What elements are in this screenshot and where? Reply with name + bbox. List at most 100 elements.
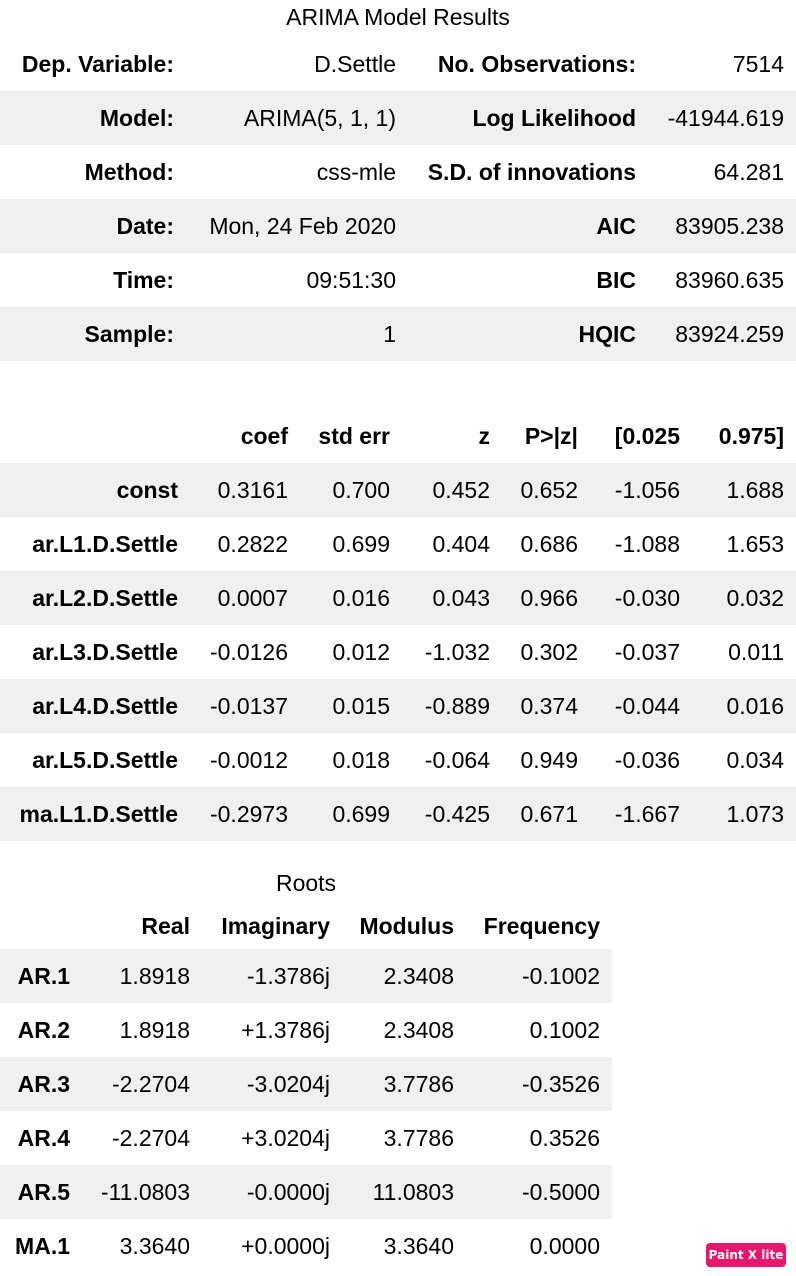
coef-column-header: coef <box>240 422 288 449</box>
coef-value: -0.064 <box>424 746 490 773</box>
roots-column-header: Imaginary <box>221 912 330 939</box>
roots-column-header: Modulus <box>359 912 454 939</box>
summary-value: 83960.635 <box>675 266 784 293</box>
coef-value: -1.056 <box>590 463 692 517</box>
summary-row: Method: css-mle S.D. of innovations 64.281 <box>0 145 796 199</box>
coef-value: 0.012 <box>332 638 390 665</box>
roots-column-header: Frequency <box>483 912 600 939</box>
roots-value: 3.7786 <box>383 1124 454 1151</box>
roots-row: AR.1 1.8918 -1.3786j 2.3408 -0.1002 <box>0 949 612 1003</box>
roots-value: -2.2704 <box>82 1057 202 1111</box>
coef-value: -0.037 <box>614 638 680 665</box>
coef-row: ar.L2.D.Settle 0.0007 0.016 0.043 0.966 -0.03… <box>0 571 796 625</box>
coef-value: -0.0126 <box>209 638 288 665</box>
roots-row: AR.2 1.8918 +1.3786j 2.3408 0.1002 <box>0 1003 612 1057</box>
coef-value: -1.088 <box>614 530 680 557</box>
coef-value: -0.030 <box>590 571 692 625</box>
summary-row: Sample: 1 HQIC 83924.259 <box>0 307 796 361</box>
summary-label: BIC <box>596 266 636 293</box>
summary-label: Dep. Variable: <box>21 50 174 77</box>
coef-value: -0.0012 <box>209 746 288 773</box>
summary-value: 1 <box>186 307 408 361</box>
summary-label: Model: <box>0 91 186 145</box>
coef-column-header: 0.975] <box>718 422 784 449</box>
summary-value: 09:51:30 <box>306 266 396 293</box>
roots-value: 2.3408 <box>342 949 466 1003</box>
summary-row: Model: ARIMA(5, 1, 1) Log Likelihood -41944… <box>0 91 796 145</box>
roots-label: MA.1 <box>15 1232 70 1259</box>
roots-value: +3.0204j <box>241 1124 330 1151</box>
roots-value: -2.2704 <box>111 1124 190 1151</box>
summary-label: Time: <box>113 266 174 293</box>
coef-value: 0.0007 <box>190 571 300 625</box>
coef-row: ar.L3.D.Settle -0.0126 0.012 -1.032 0.302 -0.… <box>0 625 796 679</box>
coef-value: 0.2822 <box>217 530 288 557</box>
coef-term-label: ma.L1.D.Settle <box>0 787 190 841</box>
coef-row: ar.L5.D.Settle -0.0012 0.018 -0.064 0.949 -0.… <box>0 733 796 787</box>
coef-value: 0.016 <box>300 571 402 625</box>
summary-value: 83905.238 <box>648 199 796 253</box>
roots-value: 2.3408 <box>383 1016 454 1043</box>
roots-label: AR.5 <box>0 1165 82 1219</box>
coef-value: 1.073 <box>692 787 796 841</box>
coef-row: ma.L1.D.Settle -0.2973 0.699 -0.425 0.671 -1.… <box>0 787 796 841</box>
coef-value: 0.034 <box>726 746 784 773</box>
roots-value: 0.1002 <box>529 1016 600 1043</box>
coef-term-label: ar.L1.D.Settle <box>32 530 178 557</box>
coef-value: 0.699 <box>300 787 402 841</box>
coef-value: 0.686 <box>520 530 578 557</box>
roots-value: 0.0000 <box>529 1232 600 1259</box>
roots-value: 3.3640 <box>119 1232 190 1259</box>
coef-value: 0.016 <box>692 679 796 733</box>
roots-label: AR.4 <box>17 1124 70 1151</box>
coef-column-header: [0.025 <box>614 422 680 449</box>
coef-header-row: coef std err z P>|z| [0.025 0.975] <box>0 409 796 463</box>
roots-value: 1.8918 <box>119 1016 190 1043</box>
summary-label: Method: <box>84 158 174 185</box>
summary-row: Time: 09:51:30 BIC 83960.635 <box>0 253 796 307</box>
roots-label: AR.3 <box>0 1057 82 1111</box>
roots-value: +0.0000j <box>241 1232 330 1259</box>
coef-value: 1.653 <box>726 530 784 557</box>
summary-label: AIC <box>408 199 648 253</box>
roots-table-title: Roots <box>275 870 337 896</box>
coef-column-header: P>|z| <box>524 422 578 449</box>
coefficients-table: coef std err z P>|z| [0.025 0.975] const 0.316… <box>0 409 796 841</box>
coef-value: -0.0137 <box>190 679 300 733</box>
coef-term-label: ar.L5.D.Settle <box>32 746 178 773</box>
coef-column-header <box>0 409 190 463</box>
coef-value: 0.671 <box>502 787 590 841</box>
roots-value: 3.3640 <box>383 1232 454 1259</box>
coef-value: 0.302 <box>520 638 578 665</box>
coef-row: const 0.3161 0.700 0.452 0.652 -1.056 1.688 <box>0 463 796 517</box>
roots-column-header <box>0 903 82 949</box>
roots-row: AR.3 -2.2704 -3.0204j 3.7786 -0.3526 <box>0 1057 612 1111</box>
coef-value: -0.044 <box>590 679 692 733</box>
coef-value: 0.404 <box>432 530 490 557</box>
coef-value: 0.3161 <box>190 463 300 517</box>
coef-value: 0.966 <box>502 571 590 625</box>
coef-term-label: const <box>0 463 190 517</box>
coef-value: -0.889 <box>402 679 502 733</box>
roots-label: AR.2 <box>17 1016 70 1043</box>
coef-value: 0.043 <box>402 571 502 625</box>
summary-value: 83924.259 <box>648 307 796 361</box>
roots-value: -1.3786j <box>202 949 342 1003</box>
summary-value: css-mle <box>316 158 396 185</box>
coef-value: 0.015 <box>300 679 402 733</box>
coef-value: 0.652 <box>502 463 590 517</box>
roots-value: -0.1002 <box>466 949 612 1003</box>
coef-value: 0.949 <box>520 746 578 773</box>
summary-label: Sample: <box>0 307 186 361</box>
summary-label: Date: <box>0 199 186 253</box>
coef-row: ar.L1.D.Settle 0.2822 0.699 0.404 0.686 -1.08… <box>0 517 796 571</box>
coef-term-label: ar.L4.D.Settle <box>0 679 190 733</box>
coef-value: -0.2973 <box>190 787 300 841</box>
roots-value: 11.0803 <box>342 1165 466 1219</box>
summary-label: S.D. of innovations <box>427 158 636 185</box>
coef-value: -1.032 <box>424 638 490 665</box>
summary-value: 7514 <box>732 50 784 77</box>
coef-value: -1.667 <box>590 787 692 841</box>
coef-value: -0.425 <box>402 787 502 841</box>
coef-value: 0.018 <box>332 746 390 773</box>
